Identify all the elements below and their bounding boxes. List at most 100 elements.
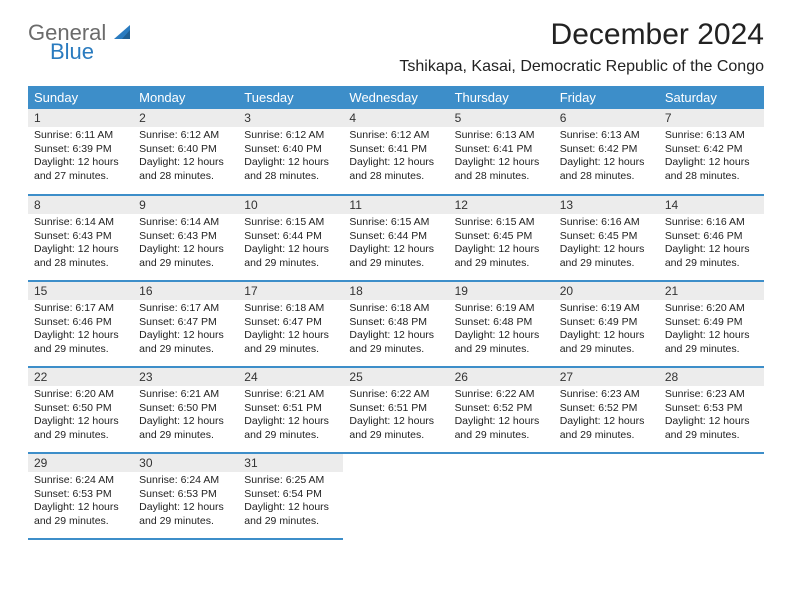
day-number: 19 xyxy=(449,282,554,300)
calendar-week: 22Sunrise: 6:20 AMSunset: 6:50 PMDayligh… xyxy=(28,367,764,453)
sunrise-text: Sunrise: 6:24 AM xyxy=(139,474,232,488)
daylight-text: Daylight: 12 hours and 28 minutes. xyxy=(455,156,548,183)
col-thursday: Thursday xyxy=(449,86,554,109)
calendar-cell: 24Sunrise: 6:21 AMSunset: 6:51 PMDayligh… xyxy=(238,367,343,453)
calendar-cell: 5 Sunrise: 6:13 AMSunset: 6:41 PMDaylight… xyxy=(449,109,554,195)
day-number: 6 xyxy=(554,109,659,127)
sunrise-text: Sunrise: 6:21 AM xyxy=(139,388,232,402)
daylight-text: Daylight: 12 hours and 29 minutes. xyxy=(349,415,442,442)
day-details: Sunrise: 6:22 AMSunset: 6:52 PMDaylight:… xyxy=(449,386,554,447)
sunset-text: Sunset: 6:45 PM xyxy=(455,230,548,244)
calendar-cell: 20Sunrise: 6:19 AMSunset: 6:49 PMDayligh… xyxy=(554,281,659,367)
sunset-text: Sunset: 6:41 PM xyxy=(455,143,548,157)
sunrise-text: Sunrise: 6:17 AM xyxy=(139,302,232,316)
sunrise-text: Sunrise: 6:16 AM xyxy=(665,216,758,230)
calendar-cell: 1Sunrise: 6:11 AMSunset: 6:39 PMDaylight… xyxy=(28,109,133,195)
header: General Blue December 2024 Tshikapa, Kas… xyxy=(28,18,764,86)
sunrise-text: Sunrise: 6:13 AM xyxy=(665,129,758,143)
sunrise-text: Sunrise: 6:20 AM xyxy=(665,302,758,316)
calendar-cell: 10Sunrise: 6:15 AMSunset: 6:44 PMDayligh… xyxy=(238,195,343,281)
day-details: Sunrise: 6:15 AMSunset: 6:44 PMDaylight:… xyxy=(238,214,343,275)
sunset-text: Sunset: 6:43 PM xyxy=(139,230,232,244)
day-number: 27 xyxy=(554,368,659,386)
calendar-cell: 27Sunrise: 6:23 AMSunset: 6:52 PMDayligh… xyxy=(554,367,659,453)
sunset-text: Sunset: 6:46 PM xyxy=(34,316,127,330)
day-number: 15 xyxy=(28,282,133,300)
sunrise-text: Sunrise: 6:24 AM xyxy=(34,474,127,488)
daylight-text: Daylight: 12 hours and 29 minutes. xyxy=(665,415,758,442)
day-number: 25 xyxy=(343,368,448,386)
day-number: 17 xyxy=(238,282,343,300)
location-text: Tshikapa, Kasai, Democratic Republic of … xyxy=(399,58,764,76)
page-title: December 2024 xyxy=(399,18,764,52)
sunset-text: Sunset: 6:43 PM xyxy=(34,230,127,244)
calendar-cell: 6Sunrise: 6:13 AMSunset: 6:42 PMDaylight… xyxy=(554,109,659,195)
calendar-cell: 13Sunrise: 6:16 AMSunset: 6:45 PMDayligh… xyxy=(554,195,659,281)
day-number: 31 xyxy=(238,454,343,472)
day-details: Sunrise: 6:23 AMSunset: 6:53 PMDaylight:… xyxy=(659,386,764,447)
calendar-cell: 19Sunrise: 6:19 AMSunset: 6:48 PMDayligh… xyxy=(449,281,554,367)
daylight-text: Daylight: 12 hours and 29 minutes. xyxy=(560,329,653,356)
day-details: Sunrise: 6:12 AMSunset: 6:40 PMDaylight:… xyxy=(238,127,343,188)
sunrise-text: Sunrise: 6:13 AM xyxy=(455,129,548,143)
calendar-cell: 12Sunrise: 6:15 AMSunset: 6:45 PMDayligh… xyxy=(449,195,554,281)
sunset-text: Sunset: 6:54 PM xyxy=(244,488,337,502)
calendar-cell: 23Sunrise: 6:21 AMSunset: 6:50 PMDayligh… xyxy=(133,367,238,453)
calendar-cell: 26Sunrise: 6:22 AMSunset: 6:52 PMDayligh… xyxy=(449,367,554,453)
calendar-cell xyxy=(449,453,554,539)
day-number: 5 xyxy=(449,109,554,127)
daylight-text: Daylight: 12 hours and 29 minutes. xyxy=(139,329,232,356)
day-number: 10 xyxy=(238,196,343,214)
calendar-cell: 16Sunrise: 6:17 AMSunset: 6:47 PMDayligh… xyxy=(133,281,238,367)
calendar-cell: 17Sunrise: 6:18 AMSunset: 6:47 PMDayligh… xyxy=(238,281,343,367)
calendar-cell: 21Sunrise: 6:20 AMSunset: 6:49 PMDayligh… xyxy=(659,281,764,367)
daylight-text: Daylight: 12 hours and 28 minutes. xyxy=(34,243,127,270)
day-details: Sunrise: 6:18 AMSunset: 6:48 PMDaylight:… xyxy=(343,300,448,361)
daylight-text: Daylight: 12 hours and 29 minutes. xyxy=(34,415,127,442)
sunset-text: Sunset: 6:40 PM xyxy=(139,143,232,157)
calendar-cell: 11Sunrise: 6:15 AMSunset: 6:44 PMDayligh… xyxy=(343,195,448,281)
day-details: Sunrise: 6:13 AMSunset: 6:42 PMDaylight:… xyxy=(554,127,659,188)
daylight-text: Daylight: 12 hours and 29 minutes. xyxy=(34,501,127,528)
title-block: December 2024 Tshikapa, Kasai, Democrati… xyxy=(399,18,764,86)
calendar-cell: 22Sunrise: 6:20 AMSunset: 6:50 PMDayligh… xyxy=(28,367,133,453)
day-details: Sunrise: 6:17 AMSunset: 6:47 PMDaylight:… xyxy=(133,300,238,361)
daylight-text: Daylight: 12 hours and 29 minutes. xyxy=(244,415,337,442)
sunrise-text: Sunrise: 6:22 AM xyxy=(455,388,548,402)
day-number: 21 xyxy=(659,282,764,300)
daylight-text: Daylight: 12 hours and 29 minutes. xyxy=(244,329,337,356)
calendar-week: 29Sunrise: 6:24 AMSunset: 6:53 PMDayligh… xyxy=(28,453,764,539)
day-number: 22 xyxy=(28,368,133,386)
sunrise-text: Sunrise: 6:12 AM xyxy=(244,129,337,143)
sunset-text: Sunset: 6:44 PM xyxy=(349,230,442,244)
calendar-cell: 14Sunrise: 6:16 AMSunset: 6:46 PMDayligh… xyxy=(659,195,764,281)
daylight-text: Daylight: 12 hours and 29 minutes. xyxy=(455,243,548,270)
calendar-cell: 30Sunrise: 6:24 AMSunset: 6:53 PMDayligh… xyxy=(133,453,238,539)
daylight-text: Daylight: 12 hours and 29 minutes. xyxy=(349,329,442,356)
sunrise-text: Sunrise: 6:13 AM xyxy=(560,129,653,143)
sunset-text: Sunset: 6:44 PM xyxy=(244,230,337,244)
daylight-text: Daylight: 12 hours and 28 minutes. xyxy=(665,156,758,183)
day-number: 8 xyxy=(28,196,133,214)
day-details: Sunrise: 6:18 AMSunset: 6:47 PMDaylight:… xyxy=(238,300,343,361)
sunset-text: Sunset: 6:48 PM xyxy=(455,316,548,330)
sunrise-text: Sunrise: 6:17 AM xyxy=(34,302,127,316)
sunset-text: Sunset: 6:53 PM xyxy=(665,402,758,416)
day-number: 28 xyxy=(659,368,764,386)
calendar-table: Sunday Monday Tuesday Wednesday Thursday… xyxy=(28,86,764,540)
daylight-text: Daylight: 12 hours and 29 minutes. xyxy=(560,243,653,270)
calendar-cell: 28Sunrise: 6:23 AMSunset: 6:53 PMDayligh… xyxy=(659,367,764,453)
daylight-text: Daylight: 12 hours and 29 minutes. xyxy=(665,243,758,270)
calendar-cell: 8Sunrise: 6:14 AMSunset: 6:43 PMDaylight… xyxy=(28,195,133,281)
col-saturday: Saturday xyxy=(659,86,764,109)
day-number: 26 xyxy=(449,368,554,386)
calendar-cell: 3Sunrise: 6:12 AMSunset: 6:40 PMDaylight… xyxy=(238,109,343,195)
sunrise-text: Sunrise: 6:19 AM xyxy=(455,302,548,316)
calendar-cell: 2Sunrise: 6:12 AMSunset: 6:40 PMDaylight… xyxy=(133,109,238,195)
daylight-text: Daylight: 12 hours and 29 minutes. xyxy=(139,243,232,270)
calendar-cell xyxy=(343,453,448,539)
sunset-text: Sunset: 6:45 PM xyxy=(560,230,653,244)
daylight-text: Daylight: 12 hours and 29 minutes. xyxy=(455,415,548,442)
sunset-text: Sunset: 6:49 PM xyxy=(665,316,758,330)
day-details: Sunrise: 6:12 AMSunset: 6:41 PMDaylight:… xyxy=(343,127,448,188)
